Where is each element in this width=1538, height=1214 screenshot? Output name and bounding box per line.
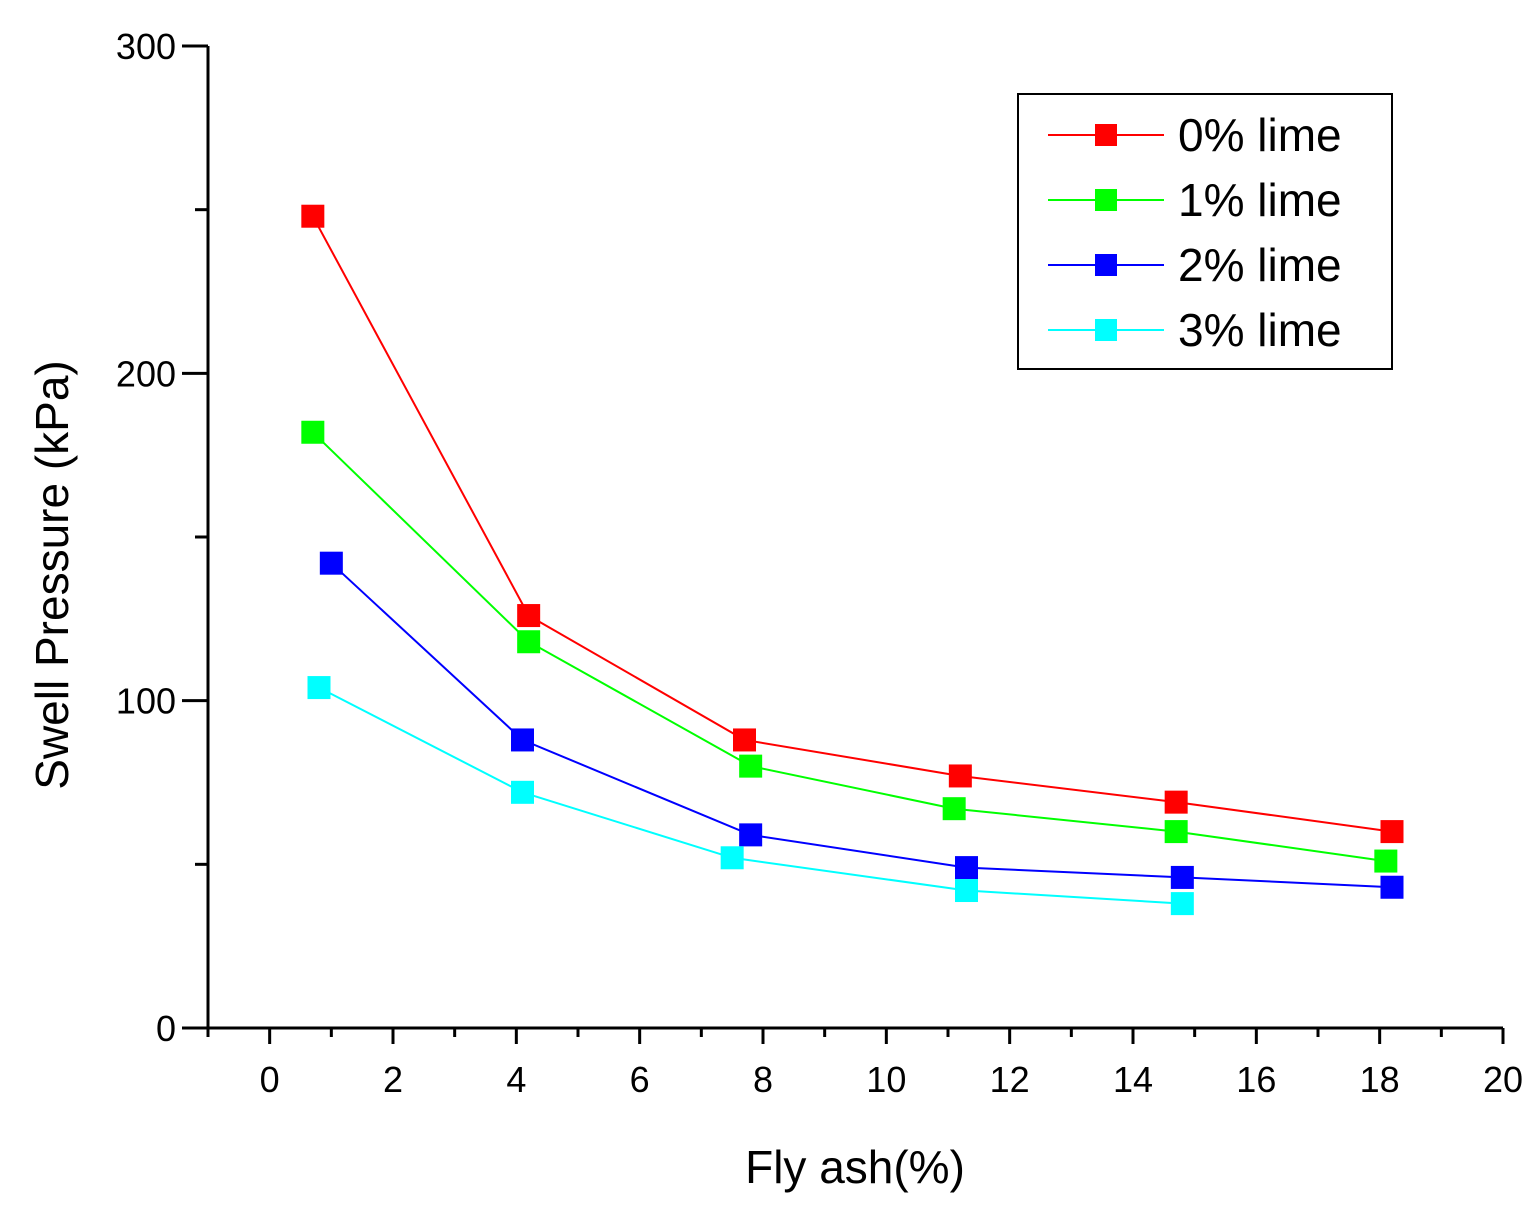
legend-marker [1095,254,1117,276]
legend-item: 0% lime [1048,109,1342,161]
x-tick-label: 14 [1113,1059,1153,1100]
legend-marker [1095,124,1117,146]
legend-label: 2% lime [1178,239,1342,291]
x-tick-label: 16 [1236,1059,1276,1100]
y-tick-label: 0 [156,1008,176,1049]
data-point [1170,892,1194,916]
x-tick-label: 8 [753,1059,773,1100]
legend-marker [1095,189,1117,211]
series-line [312,431,1386,863]
data-point [511,780,534,804]
data-point [1170,865,1194,889]
data-point [307,676,331,700]
data-point [720,846,744,870]
x-tick-label: 4 [506,1059,526,1100]
data-point [511,728,534,752]
series-line [311,215,1393,833]
data-point [948,764,972,788]
legend-box [1017,93,1393,370]
data-point [301,204,325,228]
data-point [739,823,763,847]
x-tick-label: 6 [630,1059,650,1100]
data-point [517,630,541,654]
data-point [301,420,325,444]
y-axis-title: Swell Pressure (kPa) [26,360,78,789]
data-point [1380,875,1404,899]
x-tick-label: 18 [1360,1059,1400,1100]
data-point [739,754,763,778]
legend: 0% lime 1% lime 2% lime 3% lime [1017,93,1393,370]
series-layer [301,204,1404,916]
series-line [330,562,1393,889]
series-0-lime [301,204,1404,844]
legend-marker [1095,319,1117,341]
data-point [517,604,541,628]
data-point [733,728,756,752]
series-2-lime [319,551,1404,899]
data-point [955,856,978,880]
x-tick-label: 0 [260,1059,280,1100]
data-point [1164,820,1188,844]
y-tick-label: 100 [116,681,176,722]
data-point [942,797,966,821]
series-3-lime [307,676,1194,916]
x-tick-label: 10 [866,1059,906,1100]
x-axis-title: Fly ash(%) [745,1141,965,1193]
series-1-lime [301,420,1398,873]
legend-label: 0% lime [1178,109,1342,161]
data-point [1374,849,1398,873]
y-tick-label: 200 [116,353,176,394]
data-point [955,879,978,903]
legend-item: 2% lime [1048,239,1342,291]
legend-label: 3% lime [1178,304,1342,356]
x-tick-label: 2 [383,1059,403,1100]
data-point [1380,820,1404,844]
x-tick-label: 12 [990,1059,1030,1100]
y-tick-label: 300 [116,26,176,67]
legend-item: 3% lime [1048,304,1342,356]
data-point [1164,790,1188,814]
x-tick-label: 20 [1483,1059,1523,1100]
legend-label: 1% lime [1178,174,1342,226]
data-point [319,551,343,575]
legend-item: 1% lime [1048,174,1342,226]
